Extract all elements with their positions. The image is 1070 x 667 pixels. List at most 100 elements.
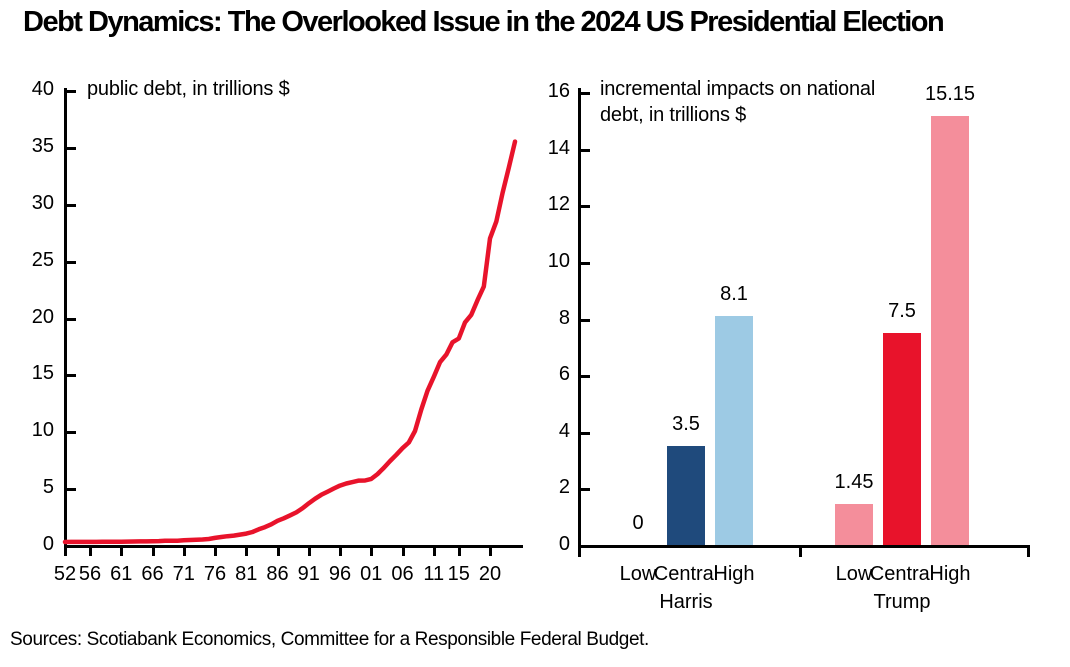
public-debt-line [62,139,518,545]
y-tick [67,260,76,264]
bar-value-label: 3.5 [672,412,700,435]
x-tick-label: 96 [328,563,352,585]
x-tick-label: 66 [141,563,164,585]
x-category-label: Low [619,563,657,585]
y-axis [578,88,581,548]
line-chart-subtitle: public debt, in trillions $ [87,78,290,100]
bar-value-label: 7.5 [888,299,916,322]
bar-value-label: 0 [632,512,644,534]
x-tick-label: 86 [266,563,289,585]
bar-harris-high [715,315,753,545]
x-tick-label: 01 [360,563,383,585]
y-tick [67,317,76,321]
bar-trump-high [931,116,969,545]
x-tick-label: 52 [53,563,77,585]
y-tick-label: 20 [31,305,54,328]
x-axis [64,545,523,548]
y-tick [581,488,590,492]
x-tick [276,548,280,556]
y-tick-label: 4 [558,419,570,442]
x-tick [307,548,311,556]
x-tick-label: 20 [478,563,502,585]
y-tick [581,92,590,95]
bar-harris-central [667,445,705,545]
y-tick [581,261,590,265]
y-tick [581,375,590,379]
x-category-label: High [713,563,755,585]
bar-chart-subtitle-line1: incremental impacts on national [600,78,876,100]
y-tick [581,318,590,322]
y-tick [67,146,76,150]
x-tick-label: 61 [110,563,133,585]
y-tick [67,203,76,207]
y-tick-label: 5 [42,476,54,499]
x-tick [457,548,461,556]
x-tick-label: 06 [391,563,414,585]
x-tick [120,548,124,556]
y-tick [67,374,76,378]
x-group-tick [578,548,581,557]
x-category-label: Central [653,563,719,585]
x-tick [339,548,342,556]
x-tick-label: 81 [235,563,258,585]
x-tick [64,548,67,556]
y-tick [67,90,76,93]
x-category-label: Low [835,563,873,585]
y-tick-label: 15 [31,362,54,385]
y-axis [64,88,67,548]
y-tick-label: 35 [31,134,54,157]
x-tick [432,548,436,556]
x-axis [578,545,1030,548]
y-tick-label: 14 [547,136,570,159]
y-tick-label: 8 [558,306,570,329]
bar-chart-subtitle-line2: debt, in trillions $ [600,104,747,126]
x-tick-label: 71 [172,563,195,585]
x-tick-label: 91 [297,563,320,585]
y-tick [67,431,76,435]
x-tick-label: 56 [78,563,102,585]
x-tick-label: 11 [423,563,445,585]
x-group-tick [1027,548,1030,557]
y-tick-label: 0 [42,533,54,555]
source-note: Sources: Scotiabank Economics, Committee… [10,629,649,650]
figure-title: Debt Dynamics: The Overlooked Issue in t… [23,6,945,38]
bar-value-label: 8.1 [720,282,748,305]
bar-trump-low [835,503,873,545]
x-group-label: Trump [873,591,931,613]
y-tick-label: 40 [31,78,54,100]
y-tick [581,205,590,209]
y-tick [581,431,590,435]
bar-value-label: 15.15 [924,83,976,106]
y-tick-label: 0 [558,533,570,555]
x-tick [401,548,405,556]
y-tick [581,148,590,152]
y-tick-label: 25 [31,248,54,271]
x-category-label: High [929,563,971,585]
y-tick [581,545,590,548]
x-tick [151,548,155,556]
x-tick [370,548,374,556]
x-tick [182,548,186,556]
x-group-tick [799,548,802,557]
y-tick-label: 30 [31,191,54,214]
x-tick-label: 15 [447,563,470,585]
x-tick-label: 76 [203,563,227,585]
y-tick-label: 12 [547,193,570,216]
bar-value-label: 1.45 [834,470,874,493]
bar-trump-central [883,332,921,545]
x-group-label: Harris [659,591,713,613]
y-tick-label: 16 [547,80,570,102]
y-tick-label: 6 [558,363,570,386]
x-tick [489,548,492,556]
y-tick-label: 2 [558,476,570,499]
x-tick [245,548,249,556]
x-tick [89,548,92,556]
y-tick [67,545,76,548]
x-category-label: Central [869,563,935,585]
y-tick-label: 10 [31,419,54,442]
y-tick [67,488,76,492]
